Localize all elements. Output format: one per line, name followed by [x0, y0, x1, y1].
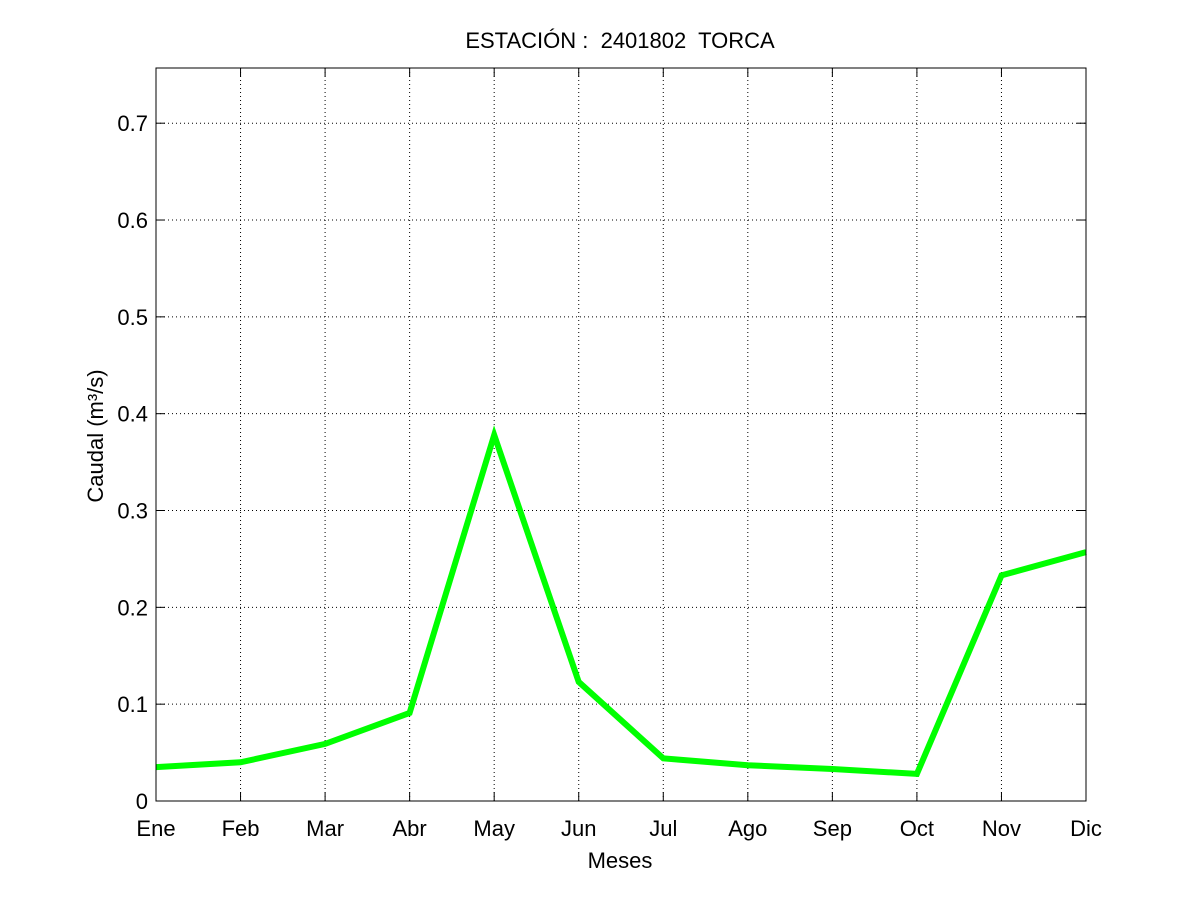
x-tick-label: Ene	[136, 816, 175, 841]
y-tick-label: 0.2	[117, 595, 148, 620]
series-line	[155, 425, 1087, 778]
y-tick-label: 0.3	[117, 499, 148, 524]
x-tick-label: Nov	[982, 816, 1021, 841]
x-tick-label: Dic	[1070, 816, 1102, 841]
x-axis-title: Meses	[588, 848, 653, 873]
axes-box	[155, 67, 1087, 802]
chart-title: ESTACIÓN : 2401802 TORCA	[465, 28, 775, 53]
y-tick-label: 0.7	[117, 111, 148, 136]
x-tick-label: Ago	[728, 816, 767, 841]
x-tick-label: Jun	[561, 816, 596, 841]
y-tick-label: 0.5	[117, 305, 148, 330]
x-tick-label: Jul	[649, 816, 677, 841]
x-tick-label: May	[473, 816, 515, 841]
x-tick-label: Abr	[393, 816, 427, 841]
x-tick-label: Mar	[306, 816, 344, 841]
x-tick-label: Sep	[813, 816, 852, 841]
y-axis-title: Caudal (m³/s)	[83, 369, 108, 502]
x-tick-label: Feb	[222, 816, 260, 841]
y-tick-label: 0.4	[117, 402, 148, 427]
y-tick-label: 0.1	[117, 692, 148, 717]
x-tick-label: Oct	[900, 816, 934, 841]
plot-area: Ene Feb Mar Abr May Jun Jul Ago Sep Oct Nov Dic 0 0.1…	[117, 67, 1102, 841]
y-tick-label: 0	[136, 789, 148, 814]
y-tick-label: 0.6	[117, 208, 148, 233]
